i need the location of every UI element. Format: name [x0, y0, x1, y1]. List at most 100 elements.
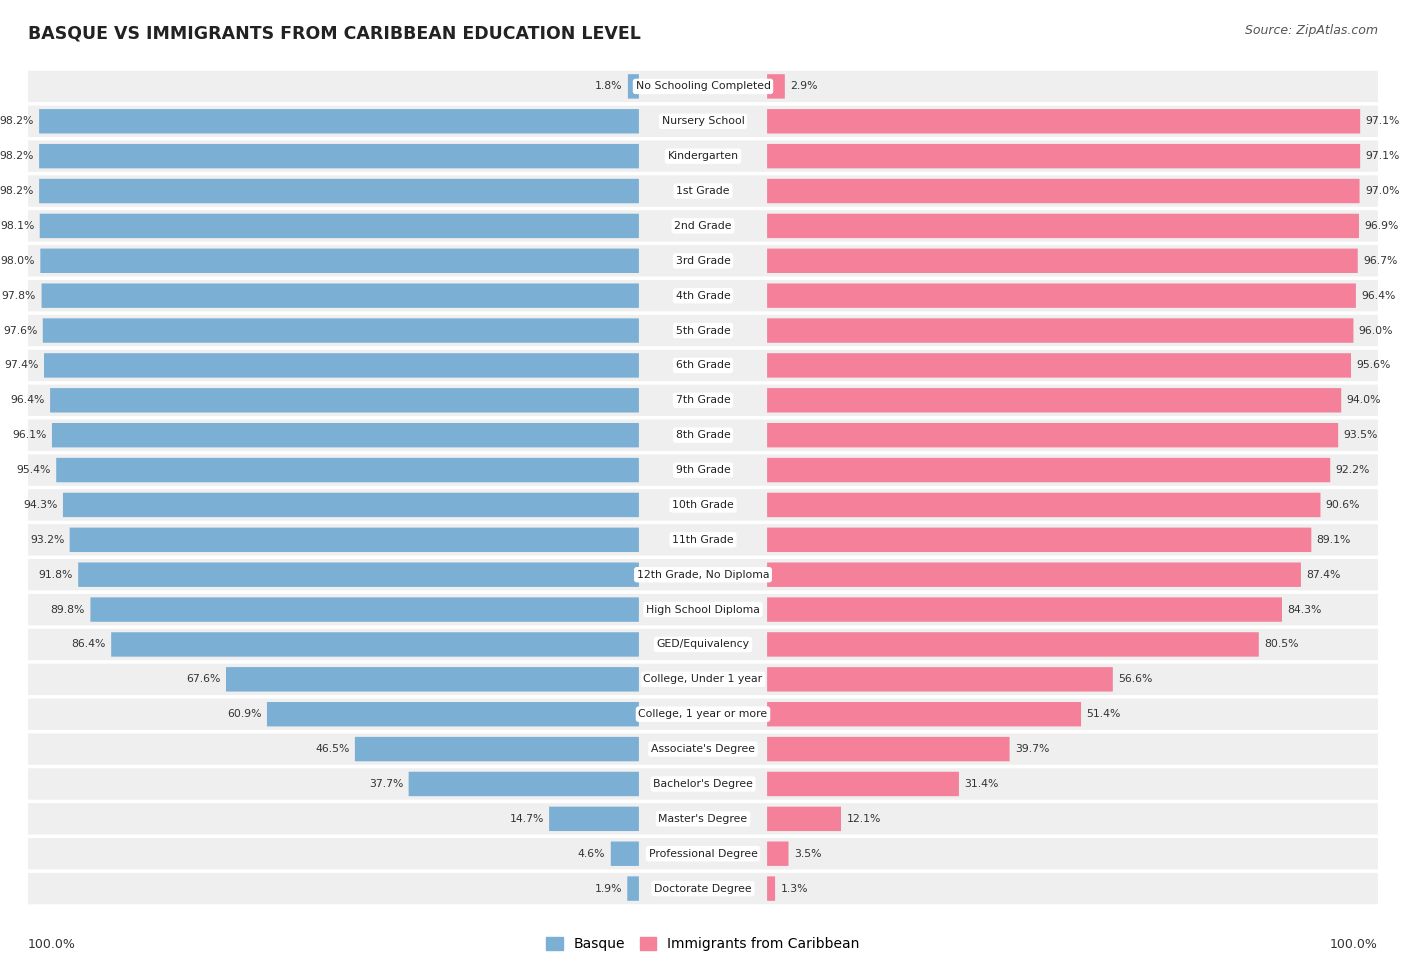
Text: Master's Degree: Master's Degree: [658, 814, 748, 824]
FancyBboxPatch shape: [768, 702, 1081, 726]
Text: 84.3%: 84.3%: [1288, 604, 1322, 614]
FancyBboxPatch shape: [768, 877, 775, 901]
FancyBboxPatch shape: [768, 563, 1301, 587]
FancyBboxPatch shape: [63, 492, 638, 517]
Text: 14.7%: 14.7%: [509, 814, 544, 824]
FancyBboxPatch shape: [28, 629, 1378, 660]
Text: Bachelor's Degree: Bachelor's Degree: [652, 779, 754, 789]
FancyBboxPatch shape: [768, 632, 1258, 656]
FancyBboxPatch shape: [226, 667, 638, 691]
Text: Associate's Degree: Associate's Degree: [651, 744, 755, 754]
FancyBboxPatch shape: [768, 841, 789, 866]
FancyBboxPatch shape: [90, 598, 638, 622]
FancyBboxPatch shape: [768, 353, 1351, 377]
FancyBboxPatch shape: [28, 280, 1378, 311]
Text: 93.2%: 93.2%: [30, 535, 65, 545]
Text: 94.3%: 94.3%: [22, 500, 58, 510]
Text: 56.6%: 56.6%: [1118, 675, 1153, 684]
Text: Source: ZipAtlas.com: Source: ZipAtlas.com: [1244, 24, 1378, 37]
FancyBboxPatch shape: [768, 388, 1341, 412]
Text: College, Under 1 year: College, Under 1 year: [644, 675, 762, 684]
FancyBboxPatch shape: [768, 74, 785, 98]
Text: 98.0%: 98.0%: [0, 255, 35, 266]
Text: 97.8%: 97.8%: [1, 291, 37, 300]
Text: 7th Grade: 7th Grade: [676, 395, 730, 406]
Text: Doctorate Degree: Doctorate Degree: [654, 883, 752, 894]
Text: 67.6%: 67.6%: [186, 675, 221, 684]
FancyBboxPatch shape: [768, 423, 1339, 448]
FancyBboxPatch shape: [52, 423, 638, 448]
FancyBboxPatch shape: [28, 664, 1378, 695]
FancyBboxPatch shape: [768, 284, 1355, 308]
FancyBboxPatch shape: [28, 245, 1378, 277]
FancyBboxPatch shape: [28, 71, 1378, 102]
FancyBboxPatch shape: [768, 806, 841, 831]
Text: 39.7%: 39.7%: [1015, 744, 1049, 754]
Text: 98.1%: 98.1%: [0, 221, 34, 231]
Text: 80.5%: 80.5%: [1264, 640, 1299, 649]
Text: 96.4%: 96.4%: [1361, 291, 1396, 300]
FancyBboxPatch shape: [28, 698, 1378, 730]
Text: 96.9%: 96.9%: [1364, 221, 1399, 231]
FancyBboxPatch shape: [111, 632, 638, 656]
FancyBboxPatch shape: [768, 319, 1354, 343]
Text: 91.8%: 91.8%: [38, 569, 73, 580]
Text: 11th Grade: 11th Grade: [672, 535, 734, 545]
Text: 51.4%: 51.4%: [1087, 709, 1121, 720]
Text: 12th Grade, No Diploma: 12th Grade, No Diploma: [637, 569, 769, 580]
Text: 96.4%: 96.4%: [10, 395, 45, 406]
FancyBboxPatch shape: [768, 109, 1360, 134]
FancyBboxPatch shape: [768, 527, 1312, 552]
FancyBboxPatch shape: [768, 178, 1360, 203]
Text: GED/Equivalency: GED/Equivalency: [657, 640, 749, 649]
FancyBboxPatch shape: [610, 841, 638, 866]
Text: No Schooling Completed: No Schooling Completed: [636, 81, 770, 92]
Text: 9th Grade: 9th Grade: [676, 465, 730, 475]
FancyBboxPatch shape: [28, 594, 1378, 625]
Text: 37.7%: 37.7%: [368, 779, 404, 789]
Text: 90.6%: 90.6%: [1326, 500, 1361, 510]
Text: 100.0%: 100.0%: [1330, 938, 1378, 951]
FancyBboxPatch shape: [768, 144, 1360, 169]
FancyBboxPatch shape: [39, 109, 638, 134]
Text: 93.5%: 93.5%: [1344, 430, 1378, 440]
FancyBboxPatch shape: [28, 525, 1378, 556]
Text: 97.4%: 97.4%: [4, 361, 38, 370]
Text: 6th Grade: 6th Grade: [676, 361, 730, 370]
Text: 8th Grade: 8th Grade: [676, 430, 730, 440]
Text: 10th Grade: 10th Grade: [672, 500, 734, 510]
FancyBboxPatch shape: [28, 176, 1378, 207]
FancyBboxPatch shape: [28, 454, 1378, 486]
FancyBboxPatch shape: [28, 211, 1378, 242]
Text: 4th Grade: 4th Grade: [676, 291, 730, 300]
FancyBboxPatch shape: [28, 384, 1378, 416]
FancyBboxPatch shape: [28, 838, 1378, 870]
Text: 2.9%: 2.9%: [790, 81, 818, 92]
FancyBboxPatch shape: [409, 772, 638, 797]
Text: 46.5%: 46.5%: [315, 744, 350, 754]
Text: 87.4%: 87.4%: [1306, 569, 1341, 580]
FancyBboxPatch shape: [267, 702, 638, 726]
Text: 1.8%: 1.8%: [595, 81, 623, 92]
FancyBboxPatch shape: [768, 458, 1330, 483]
FancyBboxPatch shape: [628, 74, 638, 98]
FancyBboxPatch shape: [39, 144, 638, 169]
Text: 97.1%: 97.1%: [1365, 116, 1400, 127]
FancyBboxPatch shape: [768, 249, 1358, 273]
Text: 100.0%: 100.0%: [28, 938, 76, 951]
FancyBboxPatch shape: [28, 419, 1378, 450]
FancyBboxPatch shape: [28, 559, 1378, 591]
Text: 94.0%: 94.0%: [1347, 395, 1381, 406]
FancyBboxPatch shape: [44, 353, 638, 377]
FancyBboxPatch shape: [768, 492, 1320, 517]
FancyBboxPatch shape: [354, 737, 638, 761]
Text: 92.2%: 92.2%: [1336, 465, 1369, 475]
FancyBboxPatch shape: [28, 768, 1378, 800]
Text: 96.1%: 96.1%: [13, 430, 46, 440]
Text: BASQUE VS IMMIGRANTS FROM CARIBBEAN EDUCATION LEVEL: BASQUE VS IMMIGRANTS FROM CARIBBEAN EDUC…: [28, 24, 641, 42]
Text: 60.9%: 60.9%: [226, 709, 262, 720]
Text: 12.1%: 12.1%: [846, 814, 880, 824]
FancyBboxPatch shape: [28, 803, 1378, 835]
FancyBboxPatch shape: [28, 315, 1378, 346]
FancyBboxPatch shape: [42, 319, 638, 343]
